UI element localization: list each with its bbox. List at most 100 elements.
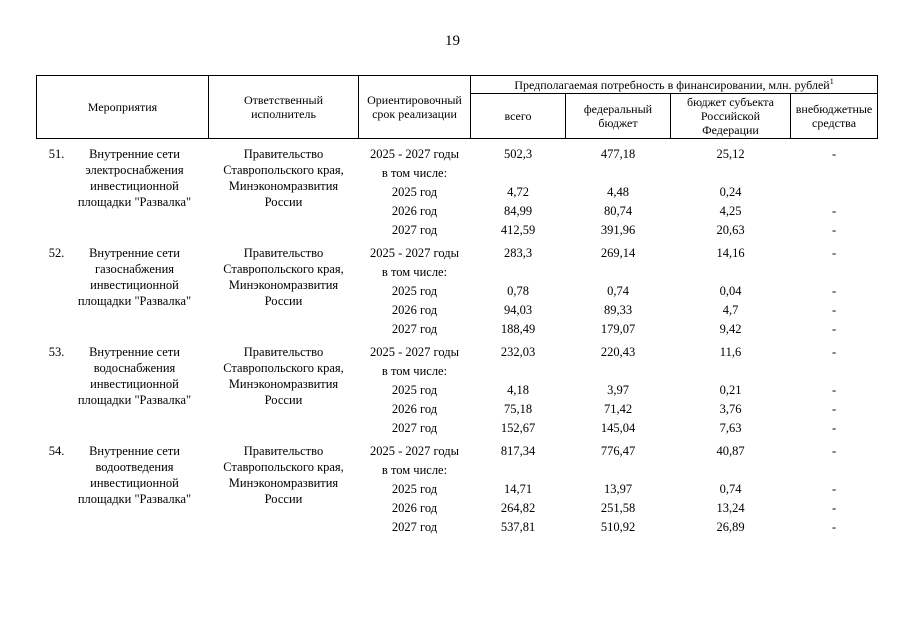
activity-title: Внутренние сети водоотведения инвестицио…	[77, 444, 192, 506]
value-extra-cell: -	[831, 402, 837, 416]
value-federal-cell: 80,74	[603, 204, 633, 218]
value-regional-cell: 7,63	[719, 421, 742, 435]
value-extra-cell: -	[831, 322, 837, 336]
value-extra-cell: -	[831, 520, 837, 534]
financing-table: Мероприятия Ответственный исполнитель Ор…	[36, 75, 879, 535]
year-label-cell: 2026 год	[391, 501, 438, 515]
year-label-cell: 2026 год	[391, 402, 438, 416]
value-extra-cell: -	[831, 147, 837, 161]
value-total-cell: 4,72	[507, 185, 529, 199]
value-total-cell: 84,99	[503, 204, 533, 218]
table-row: в том числе:	[37, 459, 878, 478]
value-regional-cell: 0,24	[719, 185, 742, 199]
value-federal-cell	[566, 162, 671, 181]
header-regional: бюджет субъекта Российской Федерации	[670, 93, 791, 139]
table-row: 2025 год 0,78 0,74 0,04 -	[37, 280, 878, 299]
value-federal-cell: 477,18	[600, 147, 636, 161]
value-regional-cell	[671, 459, 791, 478]
value-total-cell: 94,03	[503, 303, 533, 317]
value-federal-cell: 89,33	[603, 303, 633, 317]
period-total-cell: 2025 - 2027 годы	[369, 246, 459, 260]
value-regional-cell: 9,42	[719, 322, 742, 336]
item-number: 53.	[48, 345, 65, 359]
value-federal-cell: 71,42	[603, 402, 633, 416]
value-extra-cell	[791, 162, 878, 181]
value-regional-cell: 14,16	[716, 246, 745, 260]
including-cell: в том числе:	[381, 364, 448, 378]
footnote-mark: 1	[829, 76, 834, 86]
activity-cell: 53. Внутренние сети водоснабжения инвести…	[37, 337, 209, 436]
value-regional-cell: 25,12	[716, 147, 745, 161]
year-label-cell: 2027 год	[391, 223, 438, 237]
value-federal-cell	[566, 360, 671, 379]
table-row: 53. Внутренние сети водоснабжения инвести…	[37, 337, 878, 407]
value-federal-cell: 13,97	[603, 482, 633, 496]
year-label-cell: 2026 год	[391, 303, 438, 317]
table-row: 2026 год 94,03 89,33 4,7 -	[37, 299, 878, 318]
value-federal-cell	[566, 459, 671, 478]
activity-title: Внутренние сети водоснабжения инвестицио…	[77, 345, 192, 407]
value-federal-cell: 510,92	[600, 520, 636, 534]
value-federal-cell: 145,04	[600, 421, 636, 435]
value-total-cell: 152,67	[500, 421, 536, 435]
value-total-cell: 817,34	[500, 444, 536, 458]
table-row: 2025 год 4,18 3,97 0,21 -	[37, 379, 878, 398]
value-extra-cell	[791, 181, 878, 200]
year-label-cell: 2025 год	[391, 185, 438, 199]
value-total-cell	[471, 162, 566, 181]
value-federal-cell: 4,48	[607, 185, 629, 199]
value-regional-cell: 13,24	[716, 501, 745, 515]
item-number: 52.	[48, 246, 65, 260]
value-federal-cell: 391,96	[600, 223, 636, 237]
value-extra-cell: -	[831, 345, 837, 359]
header-extrabudget: внебюджетные средства	[789, 93, 879, 139]
value-total-cell: 0,78	[507, 284, 529, 298]
value-regional-cell: 0,04	[719, 284, 742, 298]
including-cell: в том числе:	[381, 463, 448, 477]
value-extra-cell: -	[831, 284, 837, 298]
value-federal-cell	[566, 261, 671, 280]
page-number: 19	[445, 33, 460, 49]
header-activities: Мероприятия	[36, 75, 209, 139]
activity-title: Внутренние сети газоснабжения инвестицио…	[77, 246, 192, 308]
value-total-cell: 4,18	[507, 383, 529, 397]
value-extra-cell: -	[831, 421, 837, 435]
including-cell: в том числе:	[381, 166, 448, 180]
header-executor: Ответственный исполнитель	[208, 75, 359, 139]
header-total: всего	[470, 93, 566, 139]
value-extra-cell	[791, 459, 878, 478]
value-extra-cell: -	[831, 246, 837, 260]
table-row: в том числе:	[37, 162, 878, 181]
activity-cell: 51. Внутренние сети электроснабжения инве…	[37, 139, 209, 239]
period-total-cell: 2025 - 2027 годы	[369, 444, 459, 458]
header-period: Ориентировочный срок реализации	[358, 75, 471, 139]
header-financing-group: Предполагаемая потребность в финансирова…	[469, 75, 879, 94]
year-label-cell: 2027 год	[391, 421, 438, 435]
value-federal-cell: 776,47	[600, 444, 636, 458]
executor-cell: Правительство Ставропольского края, Минэ…	[223, 147, 344, 209]
financing-group-label: Предполагаемая потребность в финансирова…	[514, 77, 830, 92]
value-federal-cell: 251,58	[600, 501, 636, 515]
item-number: 51.	[48, 147, 65, 161]
year-label-cell: 2025 год	[391, 284, 438, 298]
table-row: 2027 год 152,67 145,04 7,63 -	[37, 417, 878, 436]
value-regional-cell	[671, 162, 791, 181]
including-cell: в том числе:	[381, 265, 448, 279]
value-federal-cell: 0,74	[607, 284, 629, 298]
table-row: в том числе:	[37, 360, 878, 379]
table-row: 52. Внутренние сети газоснабжения инвести…	[37, 238, 878, 308]
value-extra-cell	[791, 261, 878, 280]
value-federal-cell: 179,07	[600, 322, 636, 336]
value-total-cell: 264,82	[500, 501, 536, 515]
value-regional-cell: 4,7	[722, 303, 739, 317]
table-row: 54. Внутренние сети водоотведения инвести…	[37, 436, 878, 506]
value-regional-cell: 11,6	[719, 345, 742, 359]
table-row: 2027 год 537,81 510,92 26,89 -	[37, 516, 878, 535]
value-extra-cell: -	[831, 482, 837, 496]
value-total-cell: 232,03	[500, 345, 536, 359]
item-number: 54.	[48, 444, 65, 458]
value-federal-cell: 3,97	[607, 383, 629, 397]
table-header-row-1: Мероприятия Ответственный исполнитель Ор…	[36, 75, 879, 139]
value-extra-cell	[791, 360, 878, 379]
value-total-cell	[471, 261, 566, 280]
